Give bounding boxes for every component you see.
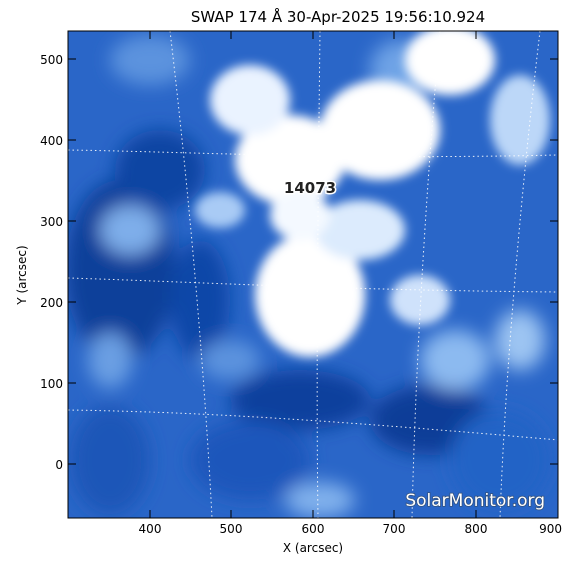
heliographic-grid <box>68 31 558 518</box>
x-tick-label: 900 <box>539 522 562 536</box>
x-tick-label: 600 <box>302 522 325 536</box>
x-axis-label: X (arcsec) <box>283 541 343 555</box>
x-axis-ticks <box>149 31 477 518</box>
y-tick-label: 100 <box>40 377 63 391</box>
image-title: SWAP 174 Å 30-Apr-2025 19:56:10.924 <box>191 7 485 26</box>
solar-euv-image: 14073 SolarMonitor.org <box>68 31 558 518</box>
x-tick-label: 500 <box>220 522 243 536</box>
y-axis-label: Y (arcsec) <box>15 245 29 305</box>
active-region-label: 14073 <box>284 179 336 197</box>
y-axis-ticks <box>68 58 558 465</box>
y-tick-label: 500 <box>40 53 63 67</box>
y-tick-label: 0 <box>55 458 63 472</box>
y-tick-label: 300 <box>40 215 63 229</box>
x-tick-label: 800 <box>465 522 488 536</box>
watermark-text: SolarMonitor.org <box>405 491 545 511</box>
x-tick-label: 700 <box>383 522 406 536</box>
y-tick-label: 200 <box>40 296 63 310</box>
x-tick-label: 400 <box>139 522 162 536</box>
y-tick-label: 400 <box>40 134 63 148</box>
